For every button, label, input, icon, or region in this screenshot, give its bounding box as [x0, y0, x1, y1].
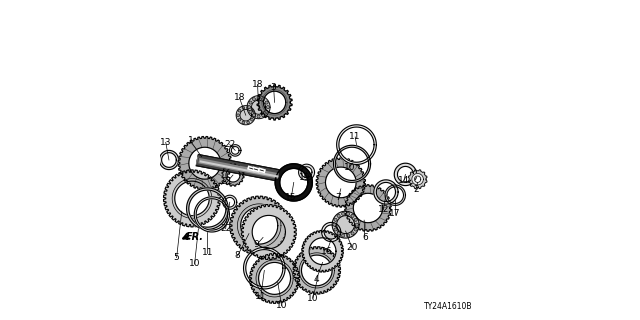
- Text: 10: 10: [189, 260, 200, 268]
- Circle shape: [346, 212, 349, 215]
- Circle shape: [238, 118, 241, 121]
- Circle shape: [242, 121, 244, 124]
- Circle shape: [346, 234, 349, 237]
- Text: FR.: FR.: [186, 232, 204, 243]
- Text: 22: 22: [220, 224, 231, 233]
- Circle shape: [354, 228, 357, 231]
- Polygon shape: [385, 185, 406, 205]
- Polygon shape: [412, 173, 424, 185]
- Circle shape: [237, 114, 239, 116]
- Polygon shape: [302, 230, 343, 272]
- Polygon shape: [241, 204, 296, 260]
- Circle shape: [242, 107, 244, 109]
- Polygon shape: [257, 85, 292, 120]
- Polygon shape: [408, 170, 427, 188]
- Text: 12: 12: [378, 205, 389, 214]
- Text: 6: 6: [362, 233, 367, 242]
- Polygon shape: [250, 253, 300, 303]
- Circle shape: [257, 96, 260, 100]
- Text: 3: 3: [271, 83, 276, 92]
- Text: 1: 1: [188, 136, 193, 145]
- Circle shape: [351, 232, 354, 235]
- Polygon shape: [230, 196, 289, 255]
- Circle shape: [266, 106, 269, 109]
- Circle shape: [333, 223, 336, 226]
- Polygon shape: [345, 185, 391, 231]
- Circle shape: [354, 218, 357, 221]
- Text: 19: 19: [299, 173, 310, 182]
- Circle shape: [342, 234, 345, 237]
- Circle shape: [257, 115, 260, 118]
- Circle shape: [265, 110, 268, 113]
- Text: 16: 16: [321, 247, 333, 256]
- Text: 20: 20: [346, 244, 358, 252]
- Circle shape: [337, 232, 340, 235]
- Polygon shape: [222, 164, 244, 186]
- Circle shape: [355, 223, 358, 226]
- Circle shape: [262, 114, 265, 117]
- Polygon shape: [247, 96, 270, 119]
- Polygon shape: [159, 150, 179, 170]
- Polygon shape: [374, 180, 398, 204]
- Text: 8: 8: [235, 252, 240, 260]
- Text: 18: 18: [252, 80, 263, 89]
- Text: 2: 2: [413, 185, 419, 194]
- Circle shape: [249, 110, 252, 113]
- Polygon shape: [333, 145, 371, 182]
- Text: 9: 9: [254, 240, 259, 249]
- Polygon shape: [322, 222, 341, 242]
- Text: 13: 13: [160, 138, 172, 147]
- Circle shape: [248, 106, 251, 109]
- Polygon shape: [187, 188, 228, 229]
- Text: 18: 18: [234, 93, 245, 102]
- Polygon shape: [299, 164, 315, 180]
- Circle shape: [252, 114, 255, 117]
- Polygon shape: [164, 170, 220, 227]
- Text: 4: 4: [314, 276, 319, 284]
- Polygon shape: [195, 197, 230, 232]
- Text: 11: 11: [255, 292, 266, 301]
- Text: 22: 22: [224, 140, 236, 149]
- Polygon shape: [293, 247, 340, 294]
- Circle shape: [262, 98, 265, 101]
- Circle shape: [265, 101, 268, 104]
- Circle shape: [342, 212, 345, 215]
- Circle shape: [238, 109, 241, 112]
- Polygon shape: [337, 125, 376, 164]
- Circle shape: [247, 107, 250, 109]
- Text: 15: 15: [285, 193, 297, 202]
- Circle shape: [334, 218, 337, 221]
- Polygon shape: [316, 158, 365, 207]
- Circle shape: [247, 121, 250, 124]
- Polygon shape: [236, 106, 255, 125]
- Text: 7: 7: [336, 193, 341, 202]
- Circle shape: [251, 109, 253, 112]
- Circle shape: [249, 101, 252, 104]
- Circle shape: [334, 228, 337, 231]
- Text: 14: 14: [398, 176, 410, 185]
- Text: 17: 17: [390, 209, 401, 218]
- Polygon shape: [178, 137, 232, 190]
- Circle shape: [351, 214, 354, 218]
- Polygon shape: [230, 145, 241, 156]
- Polygon shape: [244, 247, 285, 289]
- Circle shape: [337, 214, 340, 218]
- Text: TY24A1610B: TY24A1610B: [424, 302, 473, 311]
- Circle shape: [251, 118, 253, 121]
- Text: 11: 11: [349, 132, 361, 141]
- Text: 10: 10: [276, 301, 287, 310]
- Text: 11: 11: [202, 248, 213, 257]
- Text: 10: 10: [307, 294, 319, 303]
- Polygon shape: [394, 163, 417, 186]
- Polygon shape: [275, 164, 312, 201]
- Circle shape: [252, 98, 255, 101]
- Circle shape: [252, 114, 255, 116]
- Text: 10: 10: [344, 163, 355, 172]
- Polygon shape: [223, 195, 237, 209]
- Text: 5: 5: [174, 253, 179, 262]
- Polygon shape: [332, 211, 359, 238]
- Text: 21: 21: [221, 177, 233, 186]
